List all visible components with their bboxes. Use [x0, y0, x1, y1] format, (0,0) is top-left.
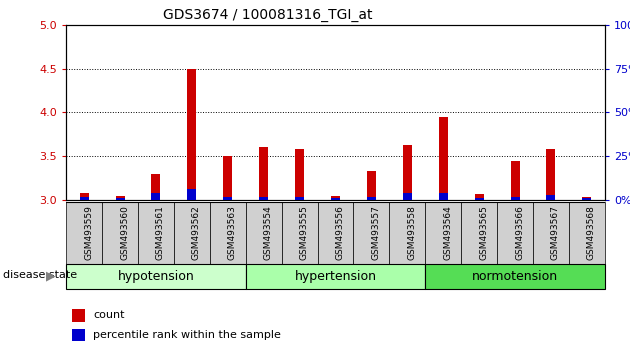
Bar: [403, 145, 412, 200]
FancyBboxPatch shape: [318, 202, 353, 264]
Bar: [582, 198, 592, 200]
Bar: [582, 198, 592, 200]
Text: GSM493561: GSM493561: [156, 205, 165, 260]
FancyBboxPatch shape: [66, 264, 246, 289]
Text: GSM493566: GSM493566: [515, 205, 524, 260]
Text: disease state: disease state: [3, 270, 77, 280]
Bar: [546, 149, 556, 200]
Text: GSM493563: GSM493563: [228, 205, 237, 260]
Text: hypertension: hypertension: [294, 270, 377, 282]
Bar: [474, 198, 484, 200]
FancyBboxPatch shape: [174, 202, 210, 264]
Text: normotension: normotension: [472, 270, 558, 282]
FancyBboxPatch shape: [282, 202, 318, 264]
Bar: [187, 189, 197, 200]
Bar: [115, 196, 125, 200]
Text: GSM493554: GSM493554: [263, 205, 273, 259]
Bar: [79, 193, 89, 200]
Text: GSM493567: GSM493567: [551, 205, 560, 260]
Bar: [367, 171, 376, 200]
Bar: [474, 194, 484, 200]
Bar: [331, 196, 340, 200]
Text: hypotension: hypotension: [118, 270, 194, 282]
Bar: [187, 69, 197, 200]
FancyBboxPatch shape: [66, 202, 102, 264]
Text: percentile rank within the sample: percentile rank within the sample: [93, 330, 281, 340]
Text: ▶: ▶: [46, 269, 55, 282]
FancyBboxPatch shape: [102, 202, 138, 264]
Bar: [295, 196, 304, 200]
Text: GSM493568: GSM493568: [587, 205, 596, 260]
FancyBboxPatch shape: [246, 264, 425, 289]
FancyBboxPatch shape: [461, 202, 497, 264]
FancyBboxPatch shape: [389, 202, 425, 264]
FancyBboxPatch shape: [569, 202, 605, 264]
Bar: [510, 161, 520, 200]
Text: GSM493565: GSM493565: [479, 205, 488, 260]
FancyBboxPatch shape: [138, 202, 174, 264]
Text: GSM493557: GSM493557: [372, 205, 381, 260]
FancyBboxPatch shape: [425, 264, 605, 289]
Bar: [79, 196, 89, 200]
FancyBboxPatch shape: [533, 202, 569, 264]
Bar: [151, 193, 161, 200]
Text: GDS3674 / 100081316_TGI_at: GDS3674 / 100081316_TGI_at: [163, 8, 372, 22]
Text: count: count: [93, 310, 125, 320]
Bar: [223, 156, 232, 200]
Bar: [151, 174, 161, 200]
Text: GSM493556: GSM493556: [335, 205, 345, 260]
Text: GSM493558: GSM493558: [407, 205, 416, 260]
Bar: [295, 149, 304, 200]
Bar: [259, 147, 268, 200]
Bar: [72, 309, 85, 321]
FancyBboxPatch shape: [210, 202, 246, 264]
Bar: [223, 196, 232, 200]
Bar: [403, 193, 412, 200]
FancyBboxPatch shape: [246, 202, 282, 264]
FancyBboxPatch shape: [497, 202, 533, 264]
Text: GSM493559: GSM493559: [84, 205, 93, 260]
Bar: [546, 195, 556, 200]
Bar: [510, 196, 520, 200]
Bar: [115, 198, 125, 200]
Bar: [331, 198, 340, 200]
Bar: [438, 117, 448, 200]
Text: GSM493555: GSM493555: [299, 205, 309, 260]
Text: GSM493562: GSM493562: [192, 205, 201, 259]
Bar: [438, 193, 448, 200]
FancyBboxPatch shape: [353, 202, 389, 264]
FancyBboxPatch shape: [425, 202, 461, 264]
Text: GSM493564: GSM493564: [443, 205, 452, 259]
Bar: [72, 329, 85, 341]
Bar: [259, 196, 268, 200]
Bar: [367, 196, 376, 200]
Text: GSM493560: GSM493560: [120, 205, 129, 260]
